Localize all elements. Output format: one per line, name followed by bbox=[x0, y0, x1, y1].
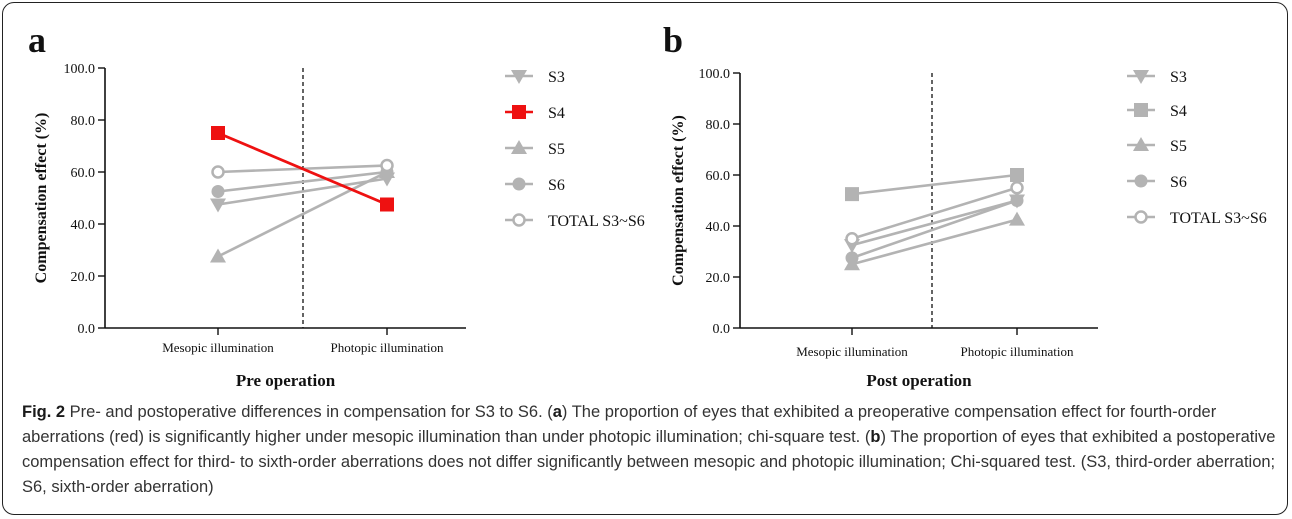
caption-text-3: ) The proportion of eyes that exhibited … bbox=[22, 428, 1276, 496]
panel-a-y-tick-label: 40.0 bbox=[71, 218, 96, 233]
panel-b-series-line-s6 bbox=[851, 199, 1018, 260]
panel-a-series-line-s4 bbox=[217, 131, 388, 206]
panel-b-y-tick-label: 60.0 bbox=[706, 169, 731, 184]
figure-caption: Fig. 2 Pre- and postoperative difference… bbox=[22, 400, 1277, 500]
panel-a-legend-marker-s6 bbox=[512, 177, 526, 191]
panel-b-legend-marker-total-s3-s6 bbox=[1134, 210, 1148, 224]
caption-panel-b-ref: b bbox=[870, 428, 881, 446]
panel-a-letter: a bbox=[28, 20, 46, 60]
panel-b-data-point-s6 bbox=[1010, 194, 1024, 207]
panel-a-y-tick-label: 100.0 bbox=[64, 62, 96, 77]
panel-b-y-tick-label: 20.0 bbox=[706, 271, 731, 286]
panel-b-y-tick-label: 0.0 bbox=[713, 322, 731, 337]
panel-a-legend-label-s5: S5 bbox=[548, 141, 565, 158]
panel-b-y-tick-label: 100.0 bbox=[699, 67, 731, 82]
panel-a-x-axis-title: Pre operation bbox=[236, 371, 336, 390]
panel-a-series-line-s5 bbox=[217, 170, 388, 258]
caption-text-2: ) The proportion of eyes that exhibited … bbox=[22, 403, 1217, 446]
panel-b-series-line-s5 bbox=[851, 218, 1018, 266]
panel-b-legend-label-s6: S6 bbox=[1170, 174, 1187, 191]
panel-a-legend-marker-total-s3-s6 bbox=[512, 213, 526, 227]
panel-a-series-line-s3 bbox=[217, 177, 388, 206]
figure-canvas: a 0.0 20.0 40.0 60.0 80.0 100.0 Mesopic illumin… bbox=[28, 20, 1267, 390]
panel-b-y-tick-label: 40.0 bbox=[706, 220, 731, 235]
caption-label: Fig. 2 bbox=[22, 403, 66, 421]
panel-a-legend-label-s3: S3 bbox=[548, 69, 565, 86]
panel-b-data-point-s4 bbox=[845, 187, 859, 202]
panel-b-legend-label-s4: S4 bbox=[1170, 103, 1187, 120]
panel-b-data-point-total-s3-s6 bbox=[1010, 181, 1024, 195]
panel-b-legend-label-s5: S5 bbox=[1170, 138, 1187, 155]
panel-b-legend-marker-s4 bbox=[1134, 103, 1148, 117]
panel-a-data-point-s5 bbox=[210, 248, 226, 263]
panel-b-series-line-s3 bbox=[851, 199, 1018, 247]
panel-a-x-tick-label: Mesopic illumination bbox=[162, 340, 274, 355]
panel-b-x-axis-title: Post operation bbox=[866, 371, 972, 390]
panel-b-legend-label-s3: S3 bbox=[1170, 69, 1187, 86]
panel-b-series-line-total-s3-s6 bbox=[851, 186, 1018, 240]
panel-b-series-line-s4 bbox=[851, 173, 1018, 196]
panel-b-legend-marker-s5 bbox=[1133, 137, 1149, 151]
panel-b-legend-marker-s6 bbox=[1134, 174, 1148, 188]
panel-a-data-point-total-s3-s6 bbox=[380, 158, 394, 173]
panel-a-data-point-s3 bbox=[210, 198, 226, 213]
panel-b-y-axis-title: Compensation effect (%) bbox=[670, 115, 687, 286]
panel-b-legend-marker-s3 bbox=[1133, 70, 1149, 84]
panel-b-y-tick-label: 80.0 bbox=[706, 118, 731, 133]
panel-a-legend-label-s6: S6 bbox=[548, 177, 565, 194]
panel-b-data-point-s4 bbox=[1010, 168, 1024, 182]
panel-a-legend-marker-s4 bbox=[512, 105, 526, 119]
panel-a-legend-label-s4: S4 bbox=[548, 105, 565, 122]
panel-a-legend-marker-s3 bbox=[511, 70, 527, 84]
panel-b-data-point-s5 bbox=[1009, 211, 1025, 226]
panel-a-y-tick-label: 80.0 bbox=[71, 114, 96, 129]
panel-a-data-point-s6 bbox=[211, 185, 225, 198]
panel-a-data-point-total-s3-s6 bbox=[211, 165, 225, 179]
panel-a-legend-label-total-s3-s6: TOTAL S3~S6 bbox=[548, 213, 645, 230]
panel-b-x-tick-label: Photopic illumination bbox=[960, 344, 1074, 359]
panel-b-data-point-s6 bbox=[845, 251, 859, 265]
panel-a-x-tick-label: Photopic illumination bbox=[330, 340, 444, 355]
panel-a-y-tick-label: 20.0 bbox=[71, 270, 96, 285]
panel-a-data-point-s4 bbox=[380, 197, 394, 212]
panel-a-y-axis-title: Compensation effect (%) bbox=[33, 113, 50, 284]
panel-a-y-tick-label: 60.0 bbox=[71, 166, 96, 181]
panel-b-x-tick-label: Mesopic illumination bbox=[796, 344, 908, 359]
panel-b-letter: b bbox=[663, 20, 683, 60]
panel-a-y-tick-label: 0.0 bbox=[78, 322, 96, 337]
caption-panel-a-ref: a bbox=[552, 403, 562, 421]
panel-b-data-point-total-s3-s6 bbox=[845, 232, 859, 246]
panel-a-legend-marker-s5 bbox=[511, 140, 527, 154]
panel-a-series-line-s6 bbox=[217, 170, 388, 193]
caption-text-1: Pre- and postoperative differences in co… bbox=[65, 403, 553, 421]
panel-b-legend-label-total-s3-s6: TOTAL S3~S6 bbox=[1170, 210, 1267, 227]
panel-a-data-point-s4 bbox=[211, 126, 225, 140]
